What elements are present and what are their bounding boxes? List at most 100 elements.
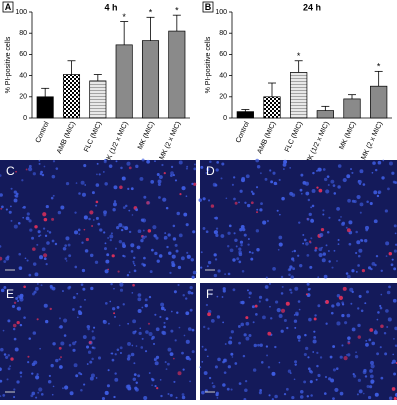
cell xyxy=(376,194,380,198)
cell xyxy=(299,395,304,399)
cell xyxy=(7,354,11,357)
cell xyxy=(135,164,139,169)
cell xyxy=(332,345,336,348)
cell xyxy=(201,360,204,363)
cell xyxy=(78,192,81,195)
cell xyxy=(350,302,353,305)
cell xyxy=(158,175,163,180)
cell xyxy=(393,267,397,271)
cell xyxy=(141,158,145,162)
cell xyxy=(95,216,99,220)
cell xyxy=(351,171,354,174)
cell xyxy=(16,380,20,384)
cell xyxy=(88,340,92,345)
cell xyxy=(259,389,262,392)
cell xyxy=(150,180,155,184)
cell xyxy=(28,273,32,277)
cell xyxy=(0,367,2,372)
cell xyxy=(255,229,260,233)
cell xyxy=(72,296,76,299)
panel-label: F xyxy=(206,287,213,301)
cell xyxy=(81,192,86,197)
cell xyxy=(370,364,375,369)
cell xyxy=(120,228,124,232)
cell xyxy=(390,263,394,267)
cell xyxy=(165,206,169,210)
cell xyxy=(82,287,86,291)
cell xyxy=(65,181,70,186)
cell xyxy=(15,192,19,196)
cell xyxy=(262,315,266,320)
cell xyxy=(231,356,234,358)
cell xyxy=(252,321,255,324)
cell xyxy=(371,171,374,174)
cell xyxy=(75,374,79,378)
cell xyxy=(228,340,233,345)
cell xyxy=(154,313,157,316)
cell xyxy=(394,232,397,235)
cell xyxy=(230,330,234,334)
panel-label: D xyxy=(206,164,215,178)
cell xyxy=(379,304,382,308)
cell xyxy=(116,348,120,352)
cell xyxy=(193,167,197,171)
cell xyxy=(37,391,40,394)
cell xyxy=(373,190,378,195)
cell xyxy=(337,164,342,168)
cell xyxy=(356,194,361,200)
cell xyxy=(193,182,197,186)
cell xyxy=(97,356,102,360)
cell xyxy=(325,244,328,247)
cell xyxy=(12,327,16,331)
cell xyxy=(32,331,37,335)
cell xyxy=(62,246,67,251)
cell xyxy=(314,246,318,250)
cell xyxy=(119,288,124,292)
cell xyxy=(152,342,156,346)
cell xyxy=(369,374,374,379)
cell xyxy=(264,285,269,289)
cell xyxy=(202,227,206,230)
cell xyxy=(392,298,397,303)
cell xyxy=(277,248,280,251)
cell xyxy=(163,308,167,312)
cell xyxy=(92,346,96,350)
cell xyxy=(109,239,112,242)
cell xyxy=(113,185,118,190)
cell xyxy=(256,211,259,214)
cell xyxy=(72,348,76,352)
cell xyxy=(314,249,317,252)
cell xyxy=(14,347,19,352)
cell xyxy=(181,395,186,400)
cell xyxy=(91,336,96,340)
cell xyxy=(57,210,62,215)
significance: * xyxy=(377,62,381,72)
cell xyxy=(144,350,148,353)
cell xyxy=(31,372,34,375)
cell xyxy=(346,313,351,318)
cell xyxy=(244,388,248,393)
cell xyxy=(83,228,86,231)
cell xyxy=(141,306,144,309)
cell xyxy=(306,282,310,286)
cell xyxy=(311,189,316,193)
cell xyxy=(300,192,303,195)
cell xyxy=(130,250,134,253)
cell xyxy=(322,209,325,212)
cell xyxy=(256,248,260,252)
cell xyxy=(185,195,188,198)
cell xyxy=(191,182,194,186)
cell xyxy=(250,257,254,261)
cell xyxy=(388,285,391,289)
cell xyxy=(338,295,344,300)
cell xyxy=(365,290,369,294)
cell xyxy=(15,170,17,173)
cell xyxy=(209,160,212,164)
cell xyxy=(243,333,247,337)
y-tick-label: 40 xyxy=(19,72,27,79)
cell xyxy=(235,245,238,248)
cell xyxy=(99,228,103,232)
cell xyxy=(36,318,39,321)
cell xyxy=(163,321,166,324)
cell xyxy=(154,251,158,256)
